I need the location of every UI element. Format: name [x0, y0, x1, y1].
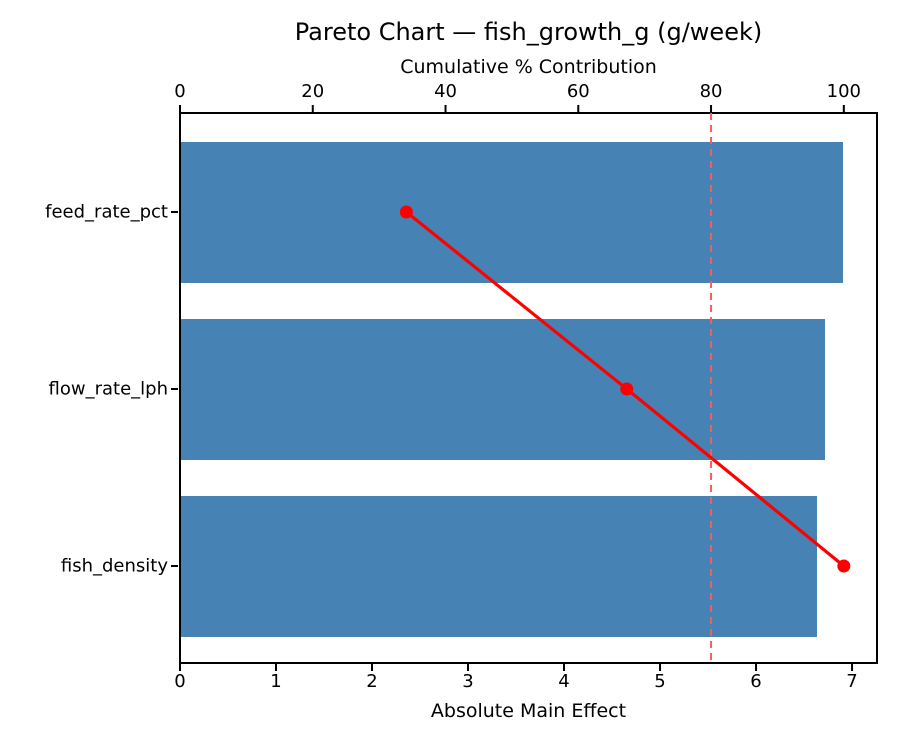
chart-title: Pareto Chart — fish_growth_g (g/week): [294, 18, 763, 46]
bottom-tick-label-6: 6: [750, 671, 762, 692]
top-tick-label-40: 40: [434, 81, 457, 102]
bottom-tick-label-3: 3: [462, 671, 474, 692]
top-tick-label-100: 100: [826, 81, 861, 102]
top-axis-label: Cumulative % Contribution: [400, 56, 657, 78]
bottom-axis-label: Absolute Main Effect: [430, 700, 627, 722]
bottom-tick-label-1: 1: [270, 671, 282, 692]
bottom-tick-label-5: 5: [654, 671, 666, 692]
y-tick-label-fish_density: fish_density: [60, 555, 168, 577]
plot-frame: [179, 112, 878, 664]
bottom-tick-label-0: 0: [174, 671, 186, 692]
y-tick-label-flow_rate_lph: flow_rate_lph: [48, 378, 168, 400]
bottom-tick-label-2: 2: [366, 671, 378, 692]
top-tick-label-60: 60: [566, 81, 590, 102]
top-tick-label-0: 0: [174, 81, 186, 102]
y-tick-label-feed_rate_pct: feed_rate_pct: [45, 201, 168, 223]
top-tick-label-80: 80: [699, 81, 723, 102]
bottom-tick-label-7: 7: [846, 671, 858, 692]
top-tick-label-20: 20: [301, 81, 325, 102]
bottom-tick-label-4: 4: [558, 671, 570, 692]
